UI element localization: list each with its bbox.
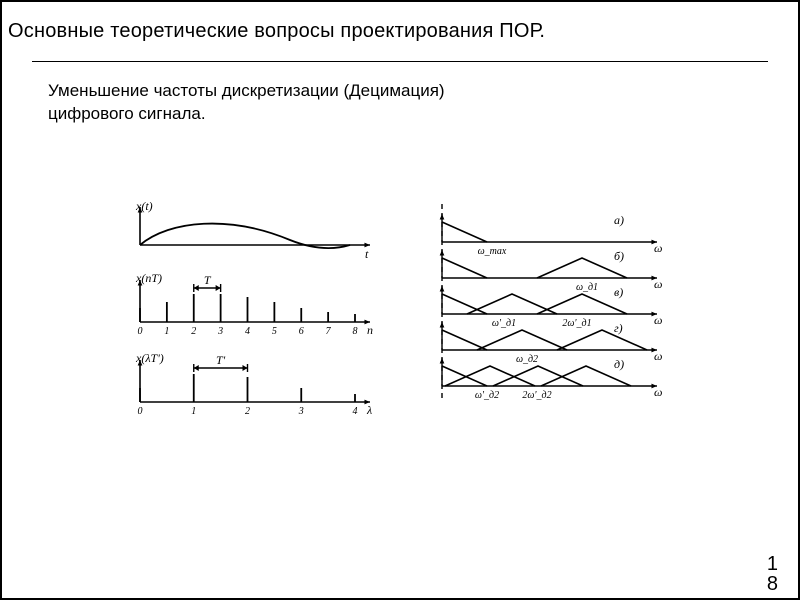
svg-text:ω_max: ω_max (478, 246, 507, 257)
svg-text:3: 3 (298, 406, 304, 417)
svg-text:8: 8 (353, 326, 358, 337)
svg-text:1: 1 (191, 406, 196, 417)
svg-text:2: 2 (191, 326, 196, 337)
svg-text:t: t (365, 247, 369, 261)
diagram-area: x(t)tx(nT)n012345678Tx(λT')λ01234T' ωа)ω… (122, 202, 682, 452)
right-panel: ω а) ω_max ω б) ω_д1 ω в) ω'_д1 2ω'_д1 ω г) ω_д2 ω д) ω… (422, 202, 672, 452)
svg-text:6: 6 (299, 326, 304, 337)
svg-text:г): г) (614, 321, 623, 335)
svg-text:ω_д1: ω_д1 (576, 282, 598, 293)
svg-text:0: 0 (138, 406, 143, 417)
svg-text:x(nT): x(nT) (135, 271, 162, 285)
svg-text:а): а) (614, 213, 624, 227)
svg-text:3: 3 (217, 326, 223, 337)
svg-text:x(λT'): x(λT') (135, 351, 164, 365)
spectrum-diagram: ω а) ω_max ω б) ω_д1 ω в) ω'_д1 2ω'_д1 ω г) ω_д2 ω д) ω… (422, 202, 672, 442)
svg-text:ω: ω (654, 349, 662, 363)
svg-text:7: 7 (326, 326, 332, 337)
svg-text:ω: ω (654, 313, 662, 327)
svg-text:0: 0 (138, 326, 143, 337)
svg-text:ω'_д2: ω'_д2 (475, 390, 499, 401)
svg-text:ω_д2: ω_д2 (516, 354, 538, 365)
svg-text:T: T (204, 273, 212, 287)
svg-text:5: 5 (272, 326, 277, 337)
page-num-bottom: 8 (767, 573, 778, 595)
subtitle-line1: Уменьшение частоты дискретизации (Децима… (48, 81, 445, 100)
svg-text:ω: ω (654, 385, 662, 399)
svg-text:в): в) (614, 285, 623, 299)
time-domain-diagram: x(t) t x(nT) n 0 1 2 3 4 5 6 7 8 Tx(λT') λ 0 1 2 3 4 T' (122, 202, 382, 442)
page-num-top: 1 (767, 553, 778, 575)
svg-text:4: 4 (353, 406, 358, 417)
svg-text:λ: λ (366, 403, 372, 417)
svg-text:б): б) (614, 249, 624, 263)
svg-text:д): д) (614, 357, 624, 371)
subtitle-line2: цифрового сигнала. (48, 104, 206, 123)
subtitle: Уменьшение частоты дискретизации (Децима… (2, 62, 798, 126)
svg-text:x(t): x(t) (135, 202, 153, 213)
page-title: Основные теоретические вопросы проектиро… (2, 2, 798, 51)
svg-text:2ω'_д2: 2ω'_д2 (522, 390, 551, 401)
svg-text:ω'_д1: ω'_д1 (492, 318, 516, 329)
svg-text:n: n (367, 323, 373, 337)
svg-text:1: 1 (164, 326, 169, 337)
svg-text:2ω'_д1: 2ω'_д1 (562, 318, 591, 329)
svg-text:ω: ω (654, 241, 662, 255)
page-number: 1 8 (767, 554, 778, 594)
svg-text:T': T' (216, 353, 226, 367)
left-panel: x(t) t x(nT) n 0 1 2 3 4 5 6 7 8 Tx(λT') λ 0 1 2 3 4 T' (122, 202, 382, 452)
svg-text:2: 2 (245, 406, 250, 417)
svg-text:ω: ω (654, 277, 662, 291)
svg-text:4: 4 (245, 326, 250, 337)
